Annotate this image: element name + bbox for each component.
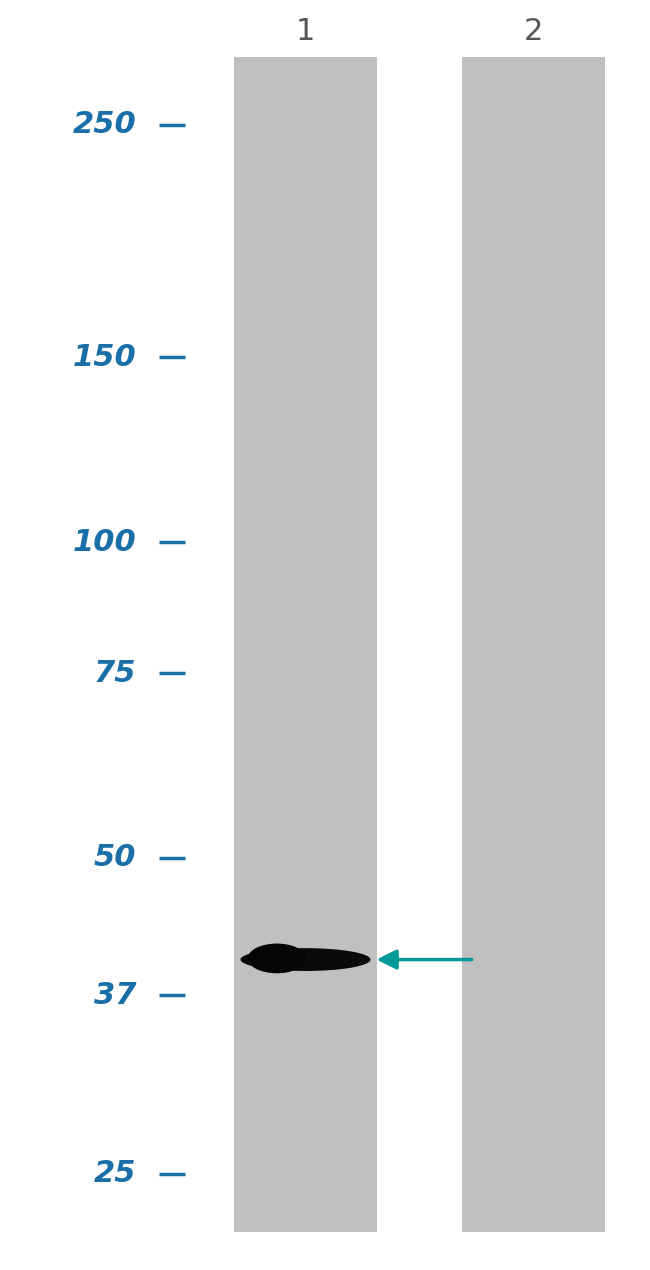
Ellipse shape: [248, 944, 306, 973]
Text: 150: 150: [73, 343, 136, 372]
Ellipse shape: [240, 949, 370, 972]
Bar: [234, 57, 377, 1232]
Text: 37: 37: [94, 980, 136, 1010]
Text: 75: 75: [94, 659, 136, 688]
Text: 250: 250: [73, 110, 136, 140]
Text: 2: 2: [523, 18, 543, 46]
Text: 1: 1: [296, 18, 315, 46]
Text: 50: 50: [94, 843, 136, 872]
Bar: [462, 57, 604, 1232]
Text: 100: 100: [73, 527, 136, 556]
Text: 25: 25: [94, 1160, 136, 1189]
